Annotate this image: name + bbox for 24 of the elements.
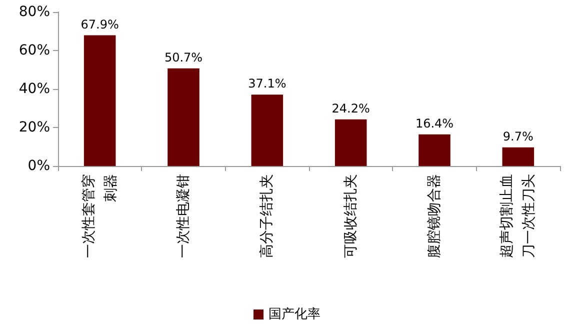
bar (168, 68, 200, 166)
x-tick-label: 一次性套管穿刺器 (80, 174, 119, 258)
data-label: 37.1% (248, 76, 286, 91)
x-tick-label: 高分子结扎夹 (259, 174, 276, 258)
bar (334, 119, 367, 166)
x-tick-label: 可吸收结扎夹 (342, 174, 359, 258)
bar (502, 147, 534, 166)
x-tick-label: 一次性电凝钳 (176, 174, 192, 258)
y-tick-label: 80% (18, 4, 50, 20)
data-label: 9.7% (502, 129, 534, 144)
data-label: 67.9% (80, 17, 119, 32)
bar (84, 35, 116, 166)
y-tick-label: 20% (18, 120, 50, 136)
data-label: 16.4% (415, 116, 454, 130)
y-tick-label: 0% (28, 158, 50, 174)
x-tick-label: 腹腔镜吻合器 (426, 174, 442, 258)
data-label: 50.7% (164, 50, 203, 64)
x-tick-label: 超声切割止血刀一次性刀头 (499, 174, 538, 258)
legend-label: 国产化率 (268, 306, 320, 322)
bar (418, 134, 450, 166)
y-tick-label: 40% (18, 81, 50, 97)
y-tick-label: 60% (18, 42, 50, 58)
bar (251, 94, 284, 166)
data-label: 24.2% (332, 101, 370, 116)
